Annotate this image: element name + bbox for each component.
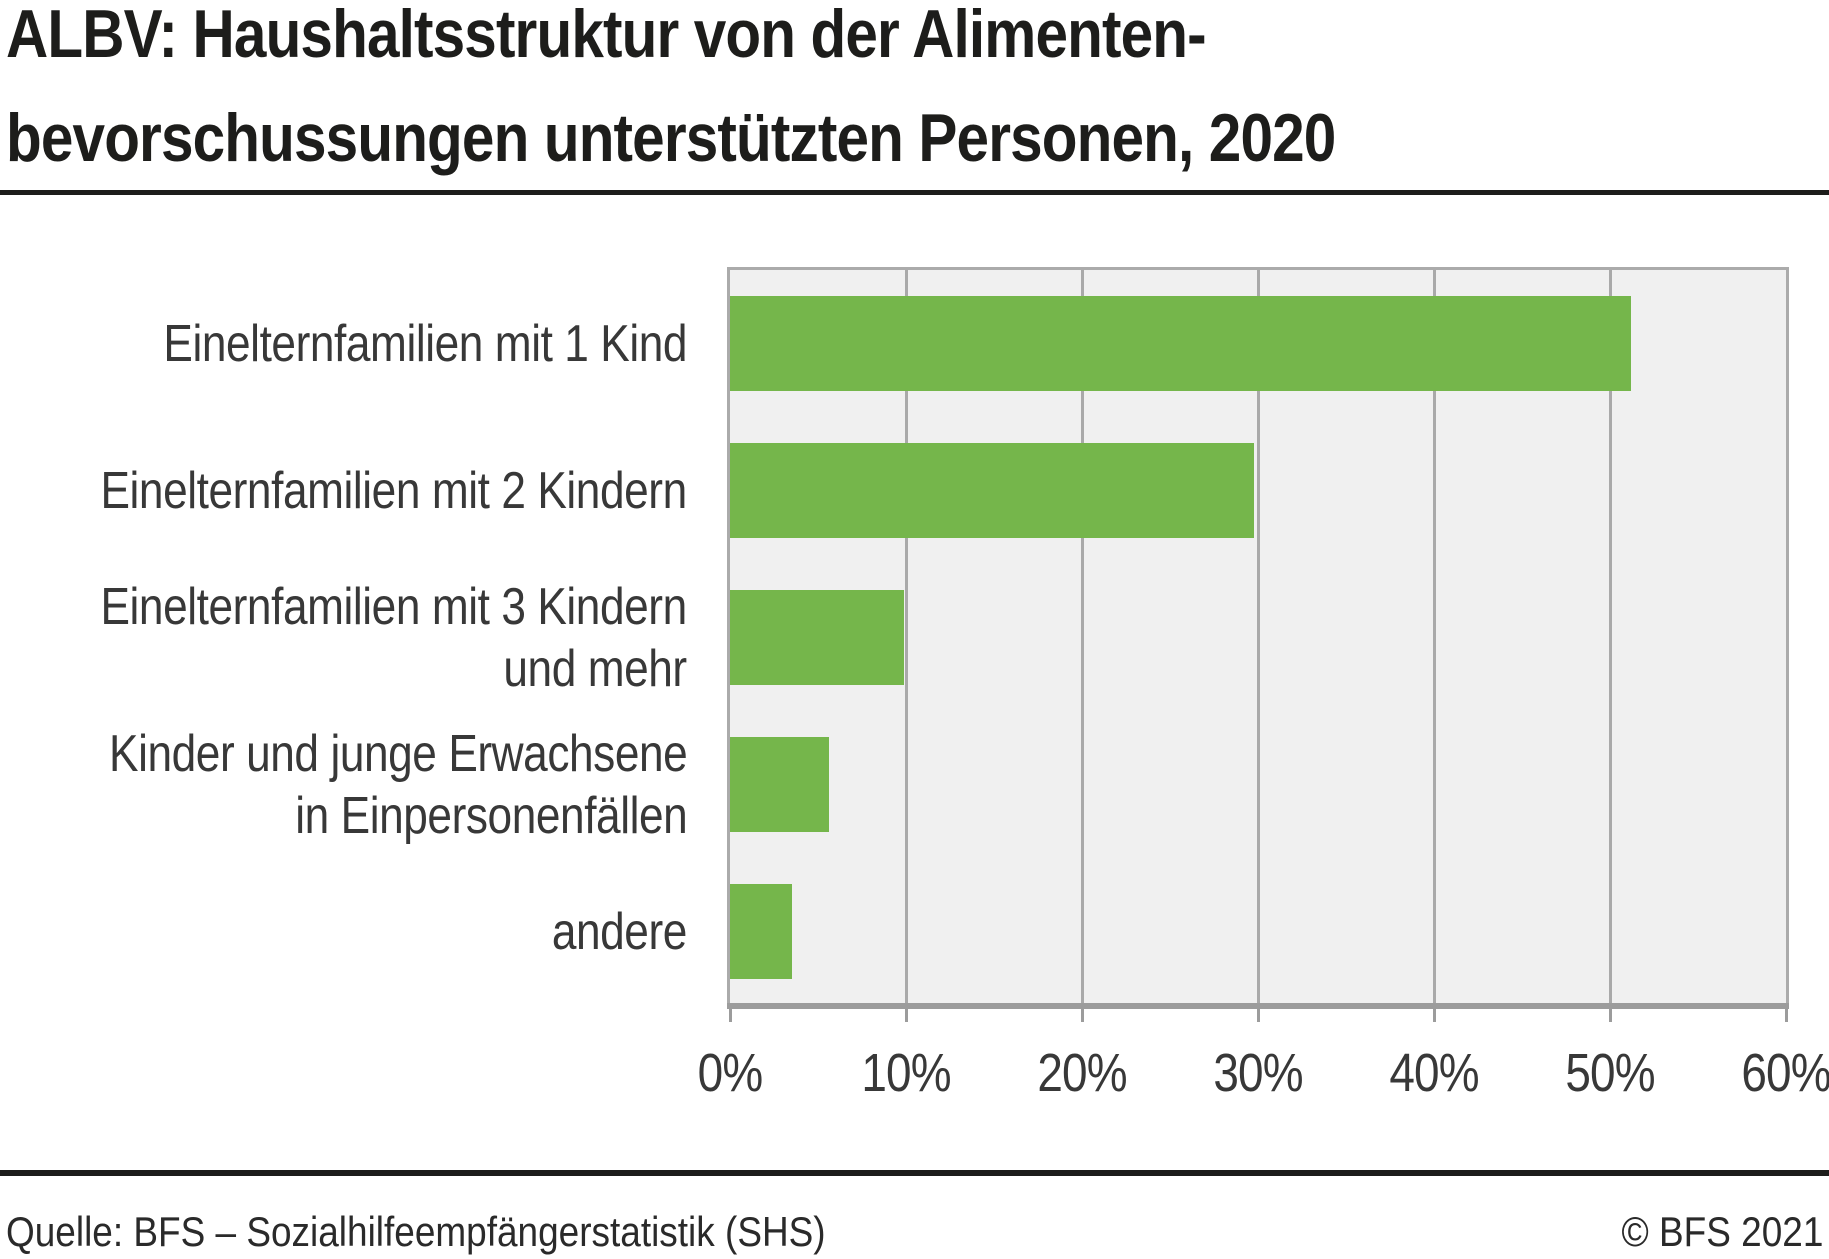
x-tick-label-50: 50% [1565,1043,1655,1103]
category-label-line: und mehr [503,639,688,698]
source-text: Quelle: BFS – Sozialhilfeempfängerstatis… [6,1208,826,1255]
gridline-10 [904,270,908,1005]
x-tick-20 [1080,1009,1084,1022]
x-tick-60 [1784,1009,1788,1022]
gridline-50 [1608,270,1612,1005]
category-label-line: Kinder und junge Erwachsene [108,724,688,783]
chart-title-line2: bevorschussungen unterstützten Personen,… [6,100,1336,176]
category-label-1: Einelternfamilien mit 2 Kindern [100,460,688,522]
x-tick-label-60: 60% [1741,1043,1829,1103]
copyright-text: © BFS 2021 [1621,1208,1823,1255]
title-rule [0,190,1829,195]
x-tick-40 [1432,1009,1436,1022]
chart-title-line1: ALBV: Haushaltsstruktur von der Alimente… [6,0,1207,72]
bar-1 [730,443,1255,538]
category-label-0: Einelternfamilien mit 1 Kind [163,313,687,375]
plot-area [730,270,1786,1005]
x-tick-0 [728,1009,732,1022]
x-tick-50 [1608,1009,1612,1022]
category-label-2: Einelternfamilien mit 3 Kindern und mehr [100,576,688,700]
x-tick-label-10: 10% [861,1043,951,1103]
category-label-line: in Einpersonenfällen [294,786,687,845]
x-tick-label-40: 40% [1389,1043,1479,1103]
x-tick-label-0: 0% [697,1043,763,1103]
category-label-line: andere [551,902,688,961]
x-axis-line [727,1003,1789,1009]
bar-4 [730,884,792,979]
x-tick-label-30: 30% [1213,1043,1303,1103]
bar-3 [730,737,829,832]
category-label-line: Einelternfamilien mit 3 Kindern [100,577,688,636]
gridline-20 [1080,270,1084,1005]
gridline-30 [1256,270,1260,1005]
category-label-3: Kinder und junge Erwachsene in Einpersone… [108,723,688,847]
chart-title: ALBV: Haushaltsstruktur von der Alimente… [6,0,1336,190]
x-tick-10 [904,1009,908,1022]
gridline-40 [1432,270,1436,1005]
bar-2 [730,590,905,685]
footer-rule [0,1170,1829,1176]
category-label-4: andere [551,901,688,963]
x-tick-30 [1256,1009,1260,1022]
category-label-line: Einelternfamilien mit 2 Kindern [100,461,688,520]
x-tick-label-20: 20% [1037,1043,1127,1103]
category-label-line: Einelternfamilien mit 1 Kind [163,314,687,373]
bar-0 [730,296,1632,391]
